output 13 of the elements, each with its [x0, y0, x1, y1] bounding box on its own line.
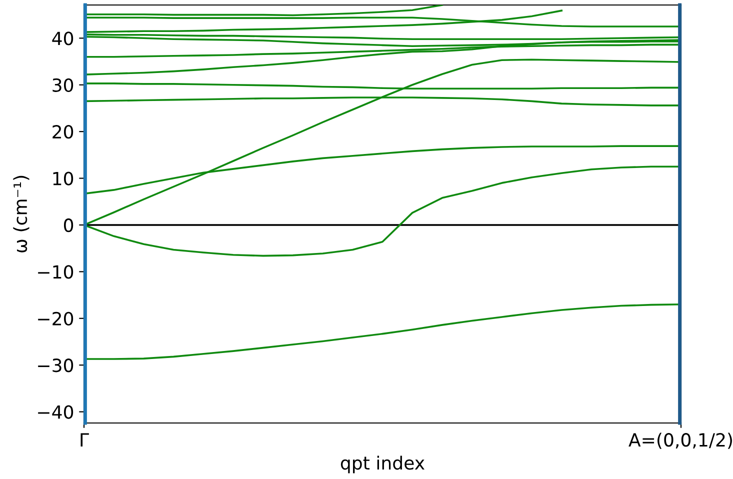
x-axis-title: qpt index: [340, 456, 424, 474]
x-tick-label: A=(0,0,1/2): [628, 432, 732, 449]
y-tick-label: −30: [38, 358, 74, 372]
y-tick-label: −20: [38, 312, 74, 326]
y-tick-label: 10: [53, 172, 74, 186]
y-tick-label: 40: [52, 32, 74, 46]
x-tick-label: Γ: [80, 433, 89, 446]
y-tick-label: 30: [52, 78, 74, 92]
y-axis-title: ω (cm⁻¹): [13, 176, 30, 252]
y-tick-label: −10: [38, 265, 74, 279]
y-tick-label: −40: [38, 405, 74, 419]
y-tick-label: 0: [64, 218, 74, 232]
y-tick-label: 20: [52, 125, 74, 139]
